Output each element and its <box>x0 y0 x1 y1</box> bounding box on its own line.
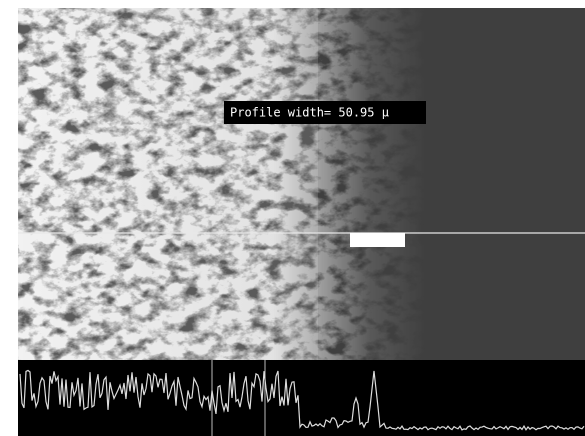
surface-texture <box>18 8 585 360</box>
width-marker <box>350 233 405 247</box>
micrograph: Profile width= 50.95 μ <box>0 0 585 436</box>
sem-screenshot: Profile width= 50.95 μ <box>0 0 585 436</box>
profile-label: Profile width= 50.95 μ <box>230 106 389 120</box>
